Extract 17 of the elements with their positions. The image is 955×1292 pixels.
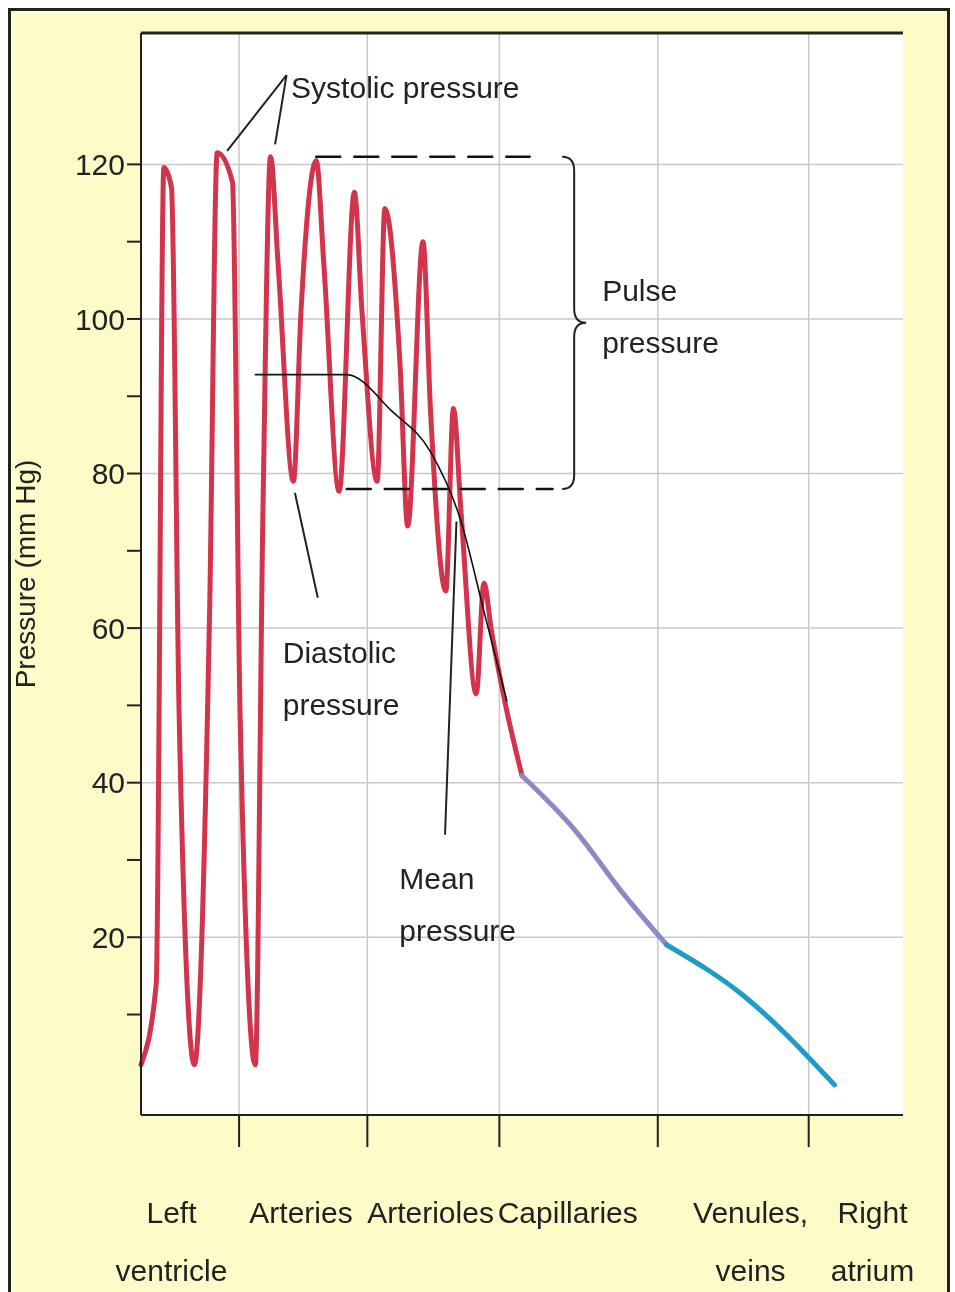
y-tick-label: 60 [91,611,125,645]
y-tick-label: 120 [74,148,125,182]
annotation: Mean pressure [399,861,517,947]
y-tick-label: 100 [74,302,125,336]
x-tick-label: Arteries [249,1196,353,1229]
x-tick-label: Venules, veins [693,1196,809,1287]
annotation: Pulse pressure [602,273,719,359]
annotation: Systolic pressure [291,70,520,104]
x-tick-label: Capillaries [497,1196,638,1229]
x-tick-label: Left ventricle [115,1196,228,1287]
x-tick-label: Arterioles [367,1196,494,1229]
x-tick-label: Right atrium [830,1196,915,1287]
y-tick-label: 20 [91,920,125,954]
y-axis-title: Pressure (mm Hg) [9,459,41,689]
y-tick-label: 40 [91,766,125,800]
annotation: Diastolic pressure [282,635,400,721]
y-tick-label: 80 [91,457,125,491]
